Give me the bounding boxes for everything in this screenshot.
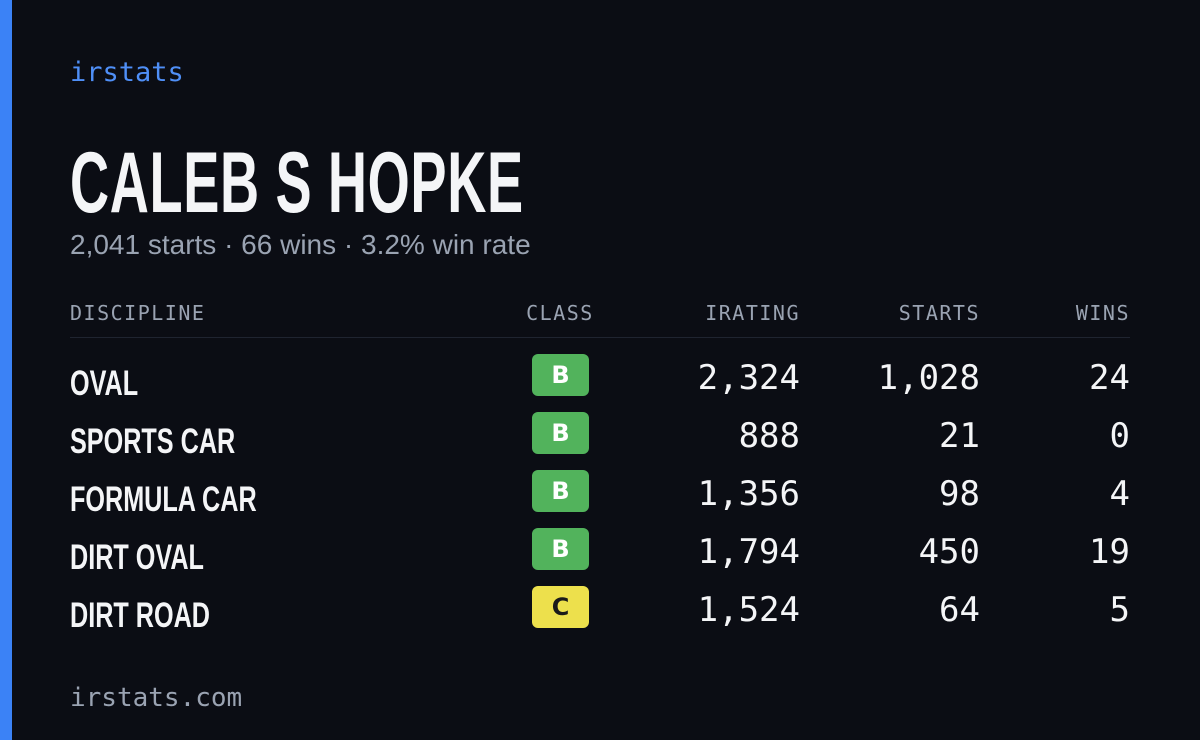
discipline: FORMULA CAR [70,480,257,519]
irating: 1,356 [697,474,800,514]
column-header: WINS [1075,301,1130,325]
discipline: DIRT OVAL [70,538,204,577]
accent-bar [0,0,12,740]
starts: 21 [939,416,980,456]
class-badge: B [532,528,589,570]
column-header: CLASS [526,301,594,325]
class-badge: B [532,354,589,396]
irating: 1,794 [697,532,800,572]
discipline: DIRT ROAD [70,596,210,635]
wins: 0 [1109,416,1130,456]
class-badge: C [532,586,589,628]
irating: 2,324 [697,358,800,398]
wins: 24 [1089,358,1130,398]
discipline: OVAL [70,364,139,403]
starts: 1,028 [877,358,980,398]
class-badge: B [532,470,589,512]
brand: irstats [70,57,184,88]
wins: 19 [1089,532,1130,572]
column-header: DISCIPLINE [70,301,206,325]
wins: 4 [1109,474,1130,514]
class-badge: B [532,412,589,454]
header-rule [70,337,1130,338]
driver-name: CALEB S HOPKE [70,135,524,231]
starts: 98 [939,474,980,514]
footer: irstats.com [70,683,243,713]
discipline: SPORTS CAR [70,422,236,461]
driver-summary: 2,041 starts · 66 wins · 3.2% win rate [70,229,531,260]
column-header: IRATING [705,301,800,325]
wins: 5 [1109,590,1130,630]
irating: 1,524 [697,590,800,630]
starts: 450 [918,532,980,572]
irating: 888 [738,416,800,456]
starts: 64 [939,590,980,630]
column-header: STARTS [898,301,980,325]
